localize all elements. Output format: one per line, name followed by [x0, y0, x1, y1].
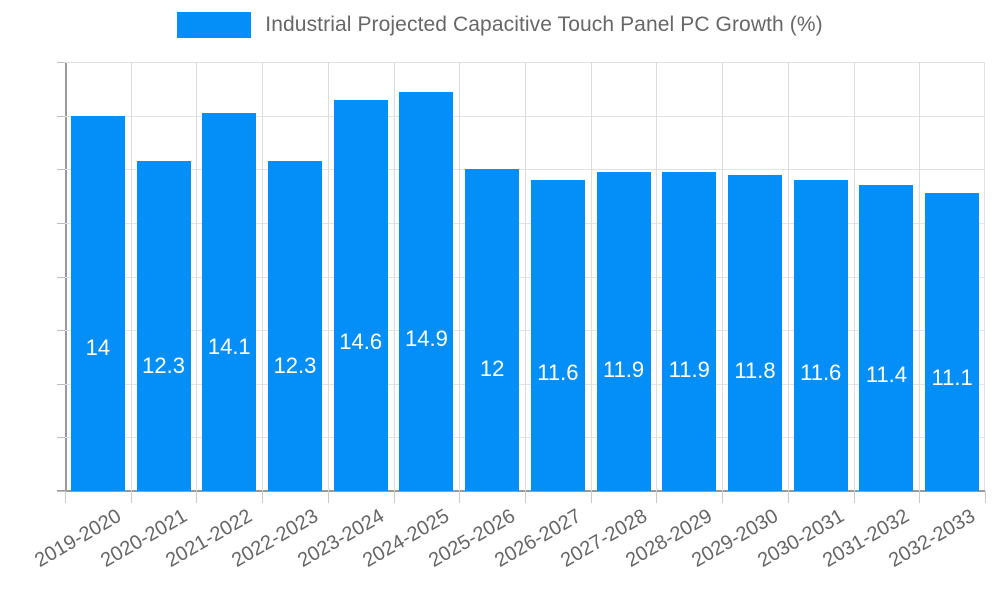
bar-value-label: 11.6	[537, 359, 579, 385]
x-tick-mark	[196, 491, 197, 503]
y-tick-mark	[57, 437, 65, 439]
y-tick-mark	[57, 491, 65, 492]
gridline-category	[722, 62, 723, 491]
plot-area: 0246810121416 1412.314.112.314.614.91211…	[31, 62, 986, 572]
x-axis-line	[57, 490, 985, 492]
x-tick-mark	[328, 491, 329, 503]
bar-value-label: 12.3	[142, 352, 185, 378]
bar-value-label: 11.9	[602, 356, 645, 382]
gridline-category	[131, 62, 132, 491]
gridline-category	[459, 62, 460, 491]
bar-value-label: 12	[479, 355, 505, 381]
y-tick-mark	[57, 115, 65, 117]
bar-value-label: 11.8	[734, 357, 776, 383]
x-tick-mark	[459, 491, 460, 503]
bar-value-label: 14.6	[339, 329, 383, 355]
bar-value-label: 14.1	[207, 334, 251, 360]
chart-legend: Industrial Projected Capacitive Touch Pa…	[0, 12, 1000, 38]
bar-value-label: 11.9	[668, 356, 710, 382]
bar[interactable]: 12.3	[268, 161, 322, 491]
bar-value-label: 11.6	[800, 359, 842, 385]
legend-label-series-1[interactable]: Industrial Projected Capacitive Touch Pa…	[265, 13, 823, 36]
bar[interactable]: 14	[70, 115, 125, 491]
x-tick-mark	[65, 491, 66, 503]
x-tick-mark	[854, 491, 855, 503]
gridline-category	[656, 62, 657, 491]
gridline-category	[328, 62, 329, 491]
gridline-category	[262, 62, 263, 491]
bar[interactable]: 14.6	[333, 99, 388, 491]
bar-value-label: 11.1	[931, 364, 973, 390]
legend-swatch-series-1	[177, 12, 252, 38]
bar[interactable]: 11.4	[859, 185, 914, 491]
bar[interactable]: 11.9	[596, 171, 651, 491]
x-tick-mark	[394, 491, 395, 503]
x-tick-mark	[131, 491, 132, 503]
y-tick-mark	[57, 222, 65, 224]
x-tick-mark	[525, 491, 526, 503]
x-tick-mark	[262, 491, 263, 503]
x-tick-mark	[985, 491, 986, 503]
gridline-category	[591, 62, 592, 491]
gridline-category	[196, 62, 197, 491]
bar[interactable]: 11.6	[793, 179, 848, 491]
gridline-category	[919, 62, 920, 491]
bar[interactable]: 12	[465, 169, 520, 491]
x-tick-mark	[788, 491, 789, 503]
gridline-category	[854, 62, 855, 491]
bar-value-label: 14	[85, 335, 111, 361]
bar[interactable]: 11.6	[530, 179, 585, 491]
y-tick-mark	[57, 169, 65, 171]
bar-value-label: 11.4	[865, 361, 908, 387]
y-tick-mark	[57, 383, 65, 385]
gridline-category	[525, 62, 526, 491]
x-tick-mark	[591, 491, 592, 503]
bar-value-label: 14.9	[405, 326, 448, 352]
bar-value-label: 12.3	[273, 352, 317, 378]
y-tick-mark	[57, 330, 65, 332]
bar[interactable]: 14.1	[202, 112, 257, 491]
y-tick-mark	[57, 62, 65, 63]
bar[interactable]: 11.1	[925, 193, 980, 491]
gridline-category	[394, 62, 395, 491]
bar[interactable]: 14.9	[399, 91, 454, 491]
gridline-category	[788, 62, 789, 491]
x-tick-mark	[656, 491, 657, 503]
bar[interactable]: 11.9	[662, 171, 717, 491]
bar[interactable]: 12.3	[136, 161, 191, 491]
y-tick-mark	[57, 276, 65, 278]
bar[interactable]: 11.8	[728, 174, 782, 491]
x-tick-mark	[722, 491, 723, 503]
x-tick-mark	[919, 491, 920, 503]
